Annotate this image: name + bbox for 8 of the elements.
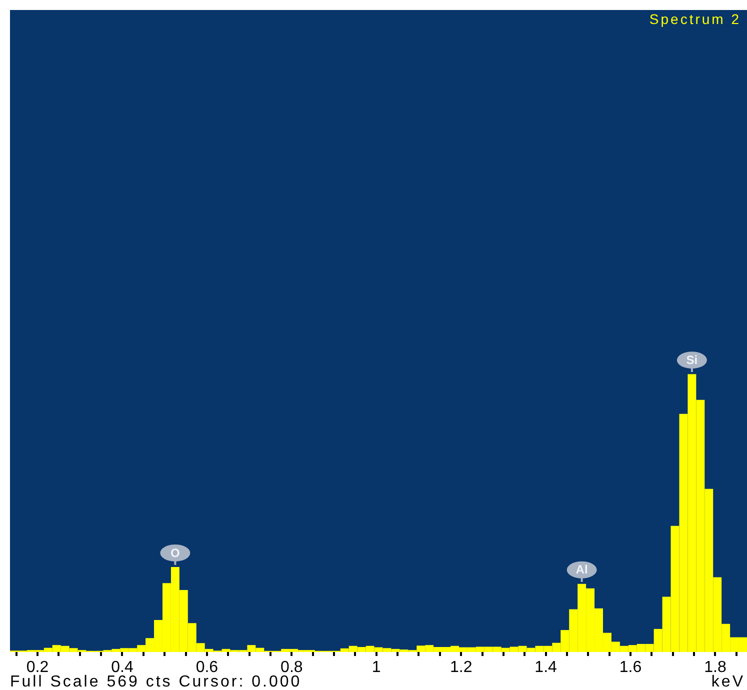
x-tick-label: 1.2 [450, 659, 472, 676]
x-tick-label: 1.4 [534, 659, 558, 676]
x-tick-label: 1 [372, 659, 381, 676]
x-tick-label: 1.6 [619, 659, 642, 676]
annotation: O [170, 546, 180, 560]
annotation: Si [686, 352, 698, 367]
chart-title: Spectrum 2 [649, 10, 741, 27]
annotation: Al [576, 562, 588, 577]
